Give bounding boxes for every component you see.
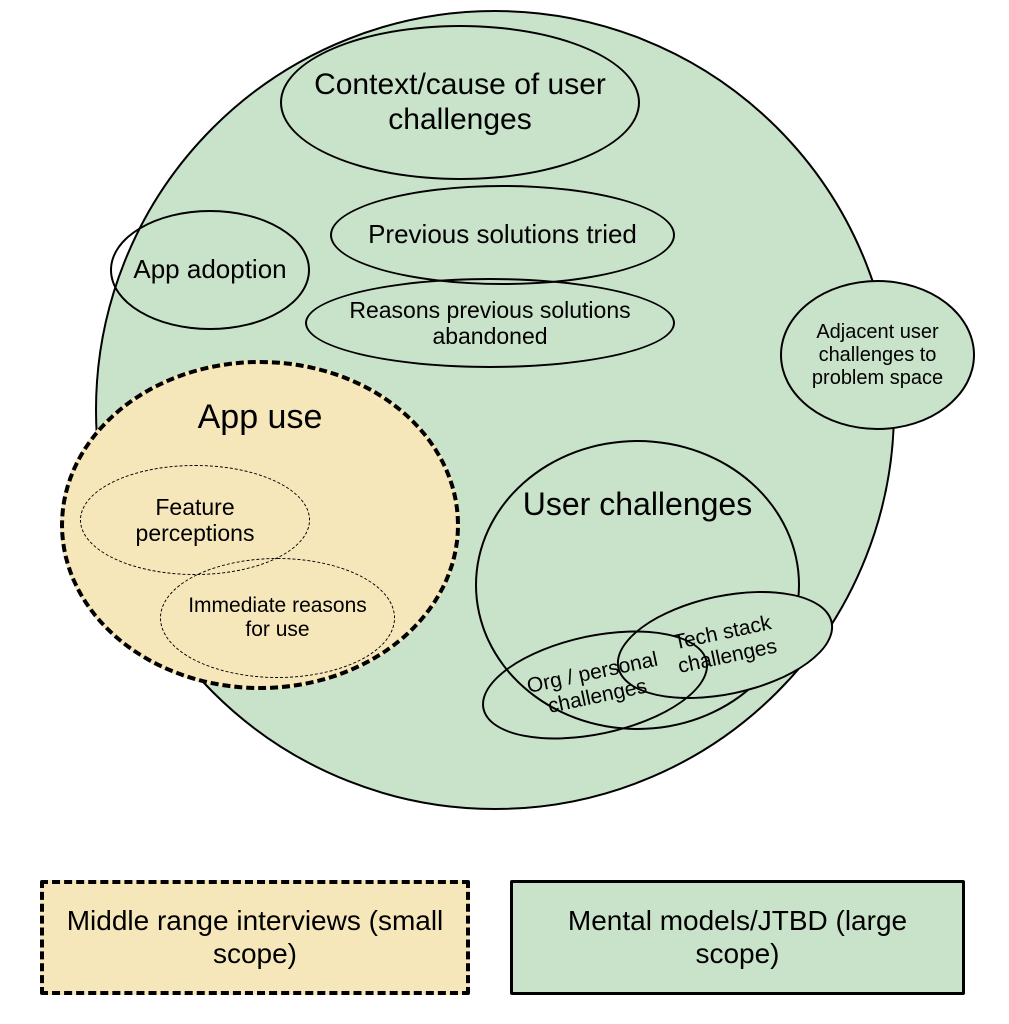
label-legend-small-scope: Middle range interviews (small scope)	[58, 905, 452, 969]
label-context-cause: Context/cause of user challenges	[296, 68, 624, 137]
node-previous-solutions: Previous solutions tried	[330, 185, 675, 285]
label-immediate-reasons: Immediate reasons for use	[175, 594, 380, 642]
node-immediate-reasons: Immediate reasons for use	[160, 558, 395, 678]
label-legend-large-scope: Mental models/JTBD (large scope)	[527, 905, 948, 969]
node-context-cause: Context/cause of user challenges	[280, 25, 640, 180]
label-adjacent-challenges: Adjacent user challenges to problem spac…	[796, 321, 959, 390]
label-feature-perceptions: Feature perceptions	[95, 494, 295, 547]
node-reasons-abandoned: Reasons previous solutions abandoned	[305, 278, 675, 368]
label-app-adoption: App adoption	[133, 255, 286, 285]
legend-large-scope: Mental models/JTBD (large scope)	[510, 880, 965, 995]
label-user-challenges: User challenges	[523, 486, 752, 523]
node-app-adoption: App adoption	[110, 210, 310, 330]
label-app-use: App use	[198, 398, 323, 437]
label-previous-solutions: Previous solutions tried	[368, 220, 637, 250]
node-adjacent-challenges: Adjacent user challenges to problem spac…	[780, 280, 975, 430]
diagram-stage: App use Context/cause of user challenges…	[0, 0, 1009, 1024]
label-reasons-abandoned: Reasons previous solutions abandoned	[321, 297, 659, 350]
legend-small-scope: Middle range interviews (small scope)	[40, 880, 470, 995]
